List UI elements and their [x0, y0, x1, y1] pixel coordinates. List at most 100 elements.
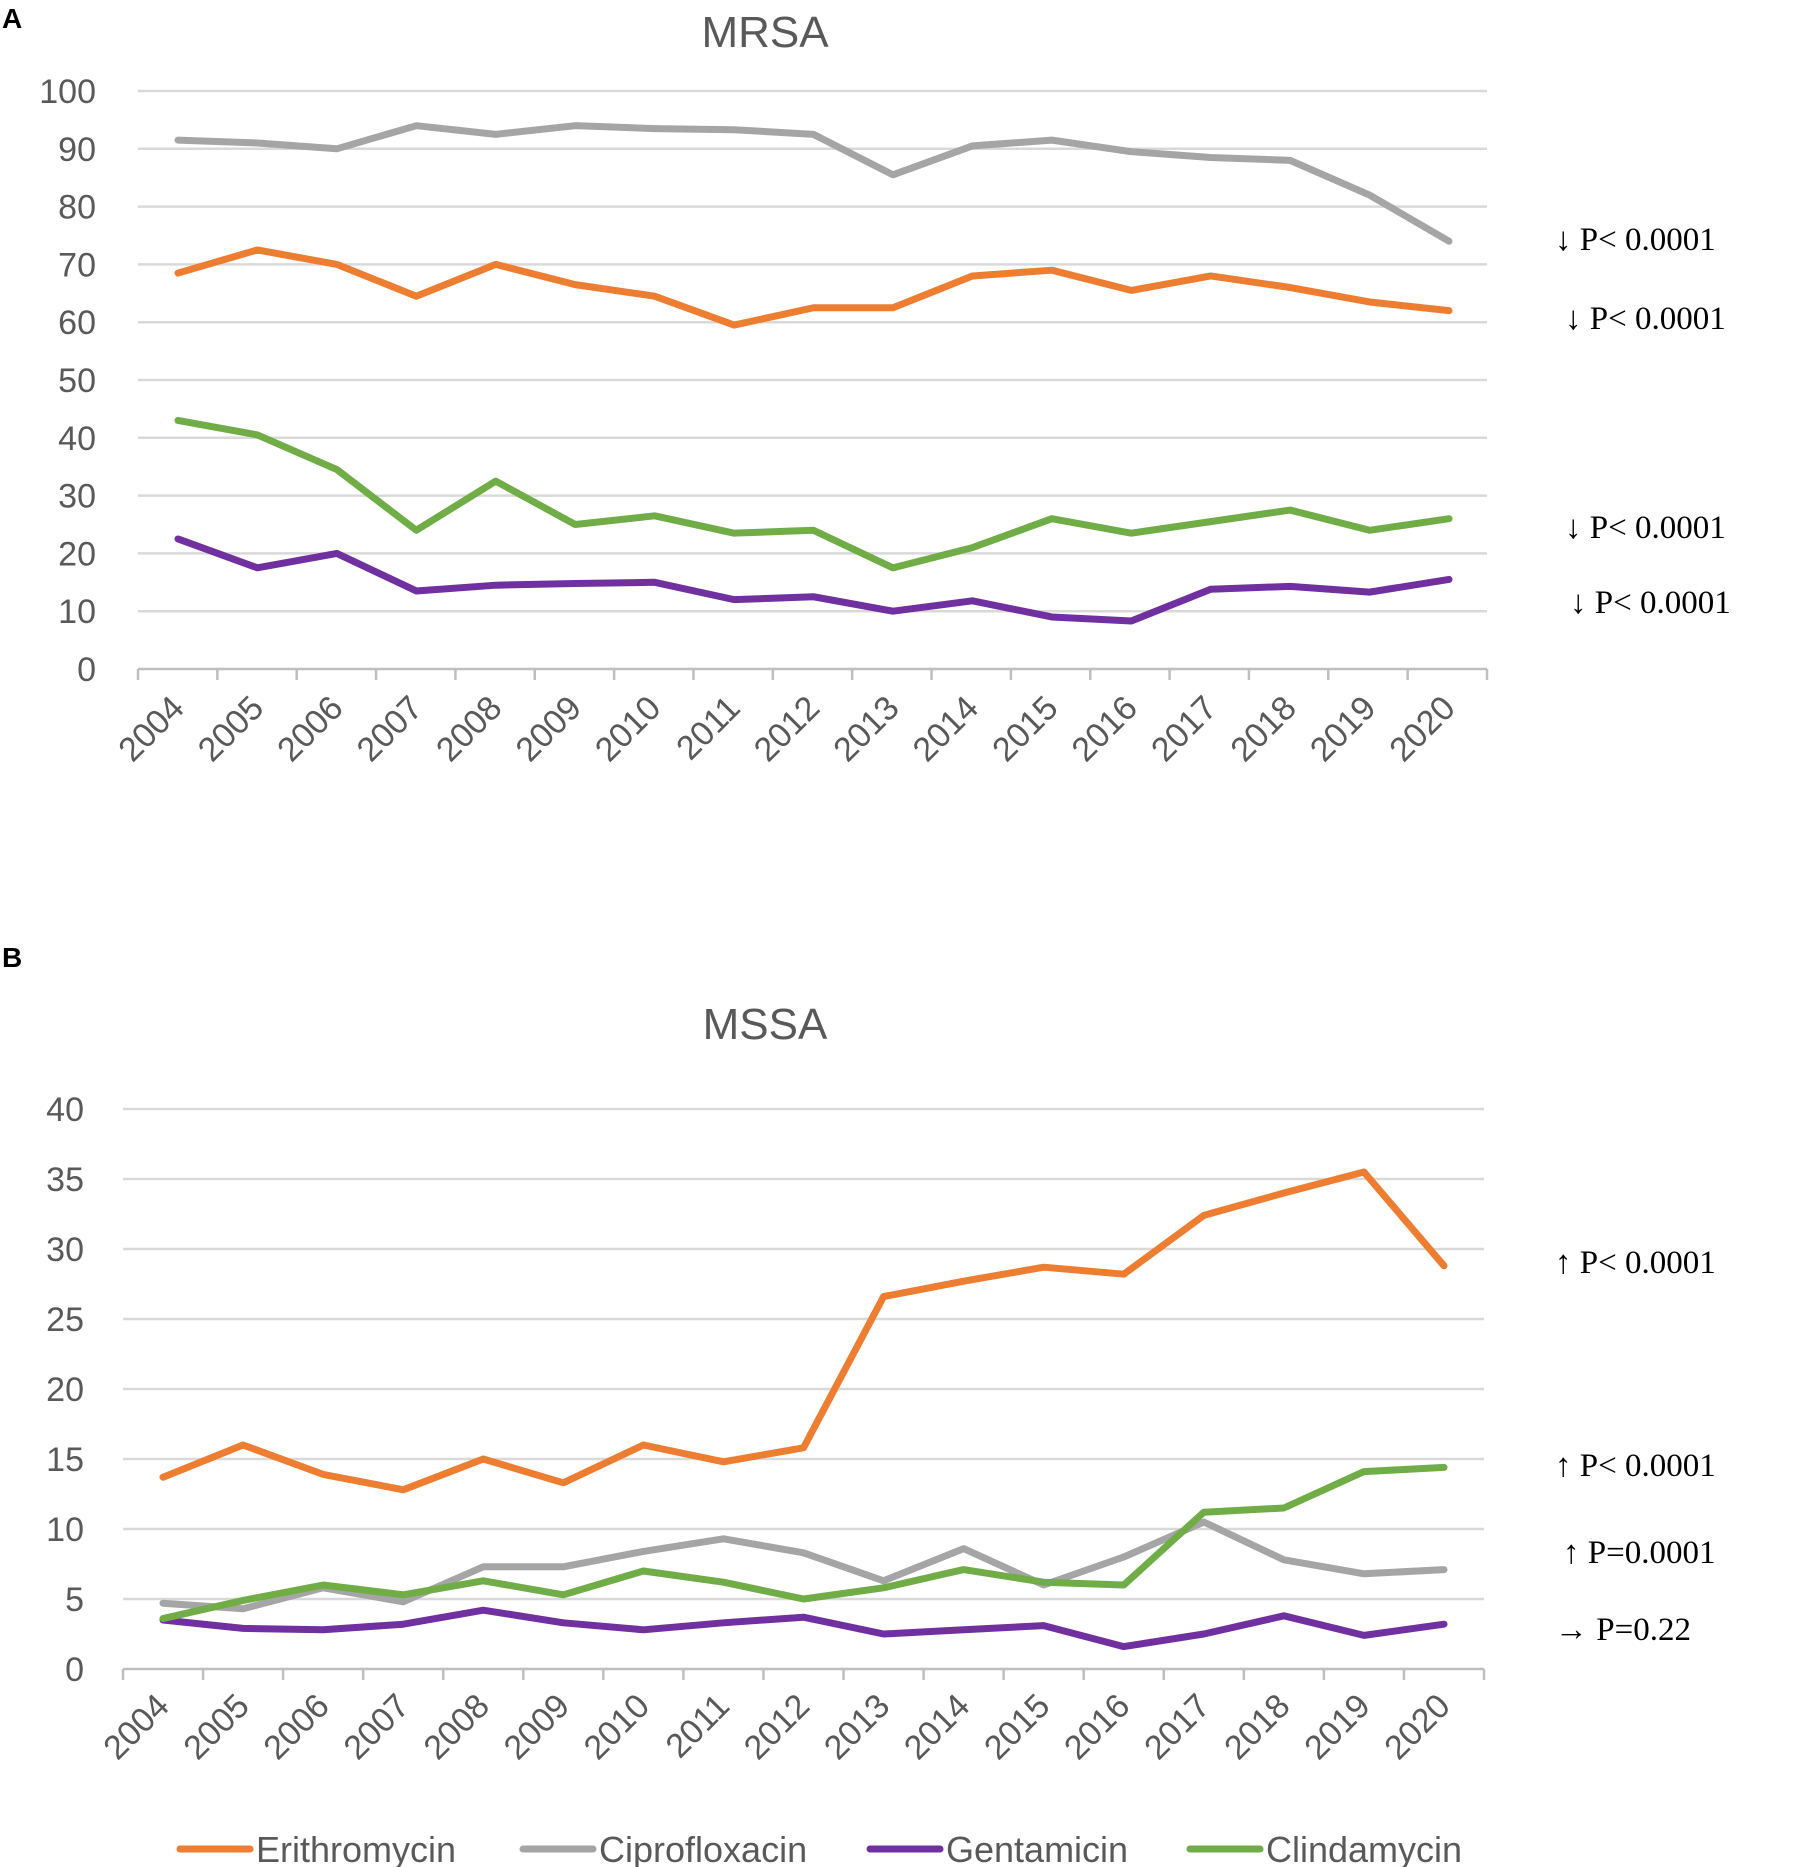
panel-b-point-ciprofloxacin [1122, 1555, 1126, 1559]
panel-b-point-erithromycin [401, 1488, 405, 1492]
panel-b-point-gentamicin [962, 1628, 966, 1632]
panel-a-point-erithromycin [1129, 288, 1133, 292]
panel-a-point-erithromycin [494, 262, 498, 266]
panel-b-x-tick-label: 2006 [256, 1687, 336, 1767]
panel-a-y-tick-label: 30 [58, 478, 96, 516]
panel-a-point-ciprofloxacin [1050, 138, 1054, 142]
panel-a-point-gentamicin [653, 580, 657, 584]
panel-b-point-clindamycin [1202, 1510, 1206, 1514]
panel-b-point-gentamicin [882, 1632, 886, 1636]
panel-b-point-clindamycin [882, 1586, 886, 1590]
panel-a-point-erithromycin [812, 306, 815, 310]
panel-a-point-ciprofloxacin [494, 132, 498, 136]
panel-b-y-tick-label: 5 [65, 1581, 84, 1619]
panel-a-x-tick-label: 2016 [1065, 689, 1145, 769]
panel-a-y-tick-label: 20 [58, 535, 96, 573]
legend-label-gentamicin: Gentamicin [946, 1829, 1128, 1867]
panel-a-x-tick-label: 2004 [111, 689, 191, 769]
panel-a-x-tick-label: 2005 [191, 689, 271, 769]
panel-b-y-tick-label: 30 [46, 1231, 84, 1269]
panel-a-y-tick-label: 50 [58, 362, 96, 400]
panel-a-point-clindamycin [653, 514, 657, 518]
panel-b-y-tick-label: 25 [46, 1301, 84, 1339]
panel-a-point-clindamycin [1129, 531, 1133, 535]
panel-b-point-ciprofloxacin [1442, 1568, 1446, 1572]
panel-a-point-clindamycin [812, 528, 815, 532]
panel-a-annotation-ciprofloxacin: ↓ P< 0.0001 [1555, 222, 1716, 258]
panel-b-y-tick-label: 0 [65, 1651, 84, 1689]
panel-a-point-clindamycin [255, 433, 259, 437]
panel-a-point-gentamicin [573, 581, 577, 585]
panel-b-annotation-erithromycin: ↑ P< 0.0001 [1555, 1245, 1716, 1281]
chart-title-mssa: MSSA [703, 1000, 828, 1049]
panel-a-point-ciprofloxacin [653, 127, 657, 131]
panel-a-x-tick-label: 2013 [826, 689, 906, 769]
panel-b-point-gentamicin [1202, 1632, 1206, 1636]
panel-b-x-tick-label: 2011 [659, 1687, 738, 1766]
panel-b-series-erithromycin [159, 1168, 1448, 1494]
panel-a-annotation-clindamycin: ↓ P< 0.0001 [1565, 510, 1726, 546]
panel-a-point-clindamycin [573, 523, 577, 526]
panel-b-point-clindamycin [1122, 1583, 1126, 1587]
panel-b-point-gentamicin [1282, 1614, 1286, 1618]
panel-a-series-ciprofloxacin [174, 122, 1453, 245]
panel-b-point-clindamycin [241, 1598, 245, 1602]
panel-b-point-clindamycin [1442, 1465, 1446, 1469]
panel-b-x-tick-label: 2009 [497, 1687, 577, 1767]
panel-a-point-ciprofloxacin [176, 138, 180, 142]
panel-b-point-erithromycin [1442, 1264, 1446, 1268]
panel-a-point-erithromycin [732, 323, 736, 327]
panel-a-point-gentamicin [1288, 584, 1292, 588]
panel-a-point-clindamycin [1288, 508, 1292, 512]
panel-a-x-tick-label: 2007 [350, 689, 430, 769]
panel-a-point-erithromycin [414, 294, 418, 298]
panel-b-point-ciprofloxacin [401, 1600, 405, 1604]
panel-a-point-gentamicin [1209, 587, 1213, 591]
panel-b-point-erithromycin [161, 1475, 165, 1479]
panel-b-point-gentamicin [1122, 1645, 1126, 1649]
panel-a-point-clindamycin [1368, 528, 1372, 532]
panel-a-point-erithromycin [176, 271, 180, 275]
panel-b-point-ciprofloxacin [1202, 1520, 1206, 1524]
panel-a-x-tick-label: 2010 [588, 689, 668, 769]
panel-a-x-tick-label: 2006 [270, 689, 350, 769]
panel-a-point-clindamycin [891, 566, 895, 570]
panel-b-point-erithromycin [1042, 1265, 1046, 1269]
panel-a-x-tick-label: 2020 [1382, 689, 1462, 769]
panel-a-point-gentamicin [970, 599, 974, 603]
panel-b-point-gentamicin [241, 1626, 245, 1630]
panel-b-point-erithromycin [802, 1446, 805, 1450]
panel-b-y-tick-label: 40 [46, 1091, 84, 1129]
panel-letter-b: B [2, 942, 22, 973]
panel-b-point-gentamicin [561, 1621, 565, 1625]
panel-a-y-tick-label: 40 [58, 420, 96, 458]
panel-a-point-gentamicin [1447, 577, 1451, 581]
panel-b-point-gentamicin [1362, 1633, 1366, 1637]
panel-b-point-erithromycin [1122, 1272, 1126, 1276]
panel-b-x-tick-label: 2019 [1297, 1687, 1377, 1767]
panel-b-x-tick-label: 2007 [336, 1687, 416, 1767]
panel-b-point-erithromycin [962, 1279, 966, 1283]
panel-a-point-erithromycin [891, 306, 895, 310]
panel-a-point-ciprofloxacin [812, 132, 815, 136]
panel-a-point-clindamycin [335, 468, 339, 472]
panel-a-point-ciprofloxacin [1447, 239, 1451, 243]
legend-label-erithromycin: Erithromycin [256, 1829, 456, 1867]
panel-b-point-gentamicin [481, 1608, 485, 1612]
panel-a-point-ciprofloxacin [573, 124, 577, 128]
chart-title-mrsa: MRSA [701, 8, 829, 57]
panel-b-x-tick-label: 2017 [1137, 1687, 1217, 1767]
panel-b-x-tick-label: 2020 [1377, 1687, 1457, 1767]
panel-b-point-clindamycin [1362, 1470, 1366, 1474]
panel-b-point-erithromycin [641, 1443, 645, 1447]
panel-b-point-clindamycin [481, 1579, 485, 1583]
panel-letter-a: A [2, 3, 22, 34]
panel-b-point-clindamycin [721, 1580, 725, 1584]
panel-a-x-tick-label: 2009 [508, 689, 588, 769]
panel-b-point-clindamycin [962, 1568, 966, 1572]
panel-a-point-gentamicin [176, 537, 180, 541]
panel-b-point-clindamycin [641, 1569, 645, 1573]
panel-a-y-tick-label: 80 [58, 189, 96, 227]
panel-a-point-ciprofloxacin [970, 144, 974, 148]
panel-a-point-gentamicin [414, 589, 418, 593]
